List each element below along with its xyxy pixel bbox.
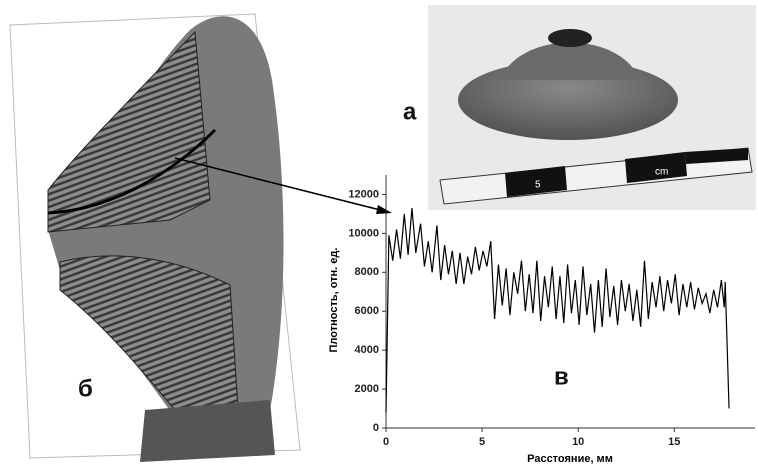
y-tick-label: 10000 bbox=[348, 227, 379, 239]
y-tick-label: 2000 bbox=[355, 383, 379, 395]
y-tick-label: 0 bbox=[373, 422, 379, 434]
y-tick-label: 6000 bbox=[355, 305, 379, 317]
panel-label: а bbox=[403, 98, 417, 125]
scale-label: cm bbox=[655, 167, 668, 178]
x-tick-label: 10 bbox=[572, 436, 584, 448]
y-tick-label: 4000 bbox=[355, 344, 379, 356]
scale-label: 5 bbox=[535, 180, 541, 191]
x-tick-label: 15 bbox=[668, 436, 680, 448]
y-axis-label: Плотность, отн. ед. bbox=[328, 248, 340, 353]
data-line bbox=[385, 208, 730, 413]
x-tick-label: 5 bbox=[479, 436, 485, 448]
x-axis-label: Расстояние, мм bbox=[527, 453, 613, 465]
x-tick-label: 0 bbox=[383, 436, 389, 448]
panel-label: б bbox=[78, 375, 93, 402]
y-tick-label: 12000 bbox=[348, 188, 379, 200]
panel-label: в bbox=[554, 363, 569, 390]
photo: 5 cm bbox=[428, 5, 756, 210]
specimen-image bbox=[9, 13, 392, 462]
y-tick-label: 8000 bbox=[355, 266, 379, 278]
